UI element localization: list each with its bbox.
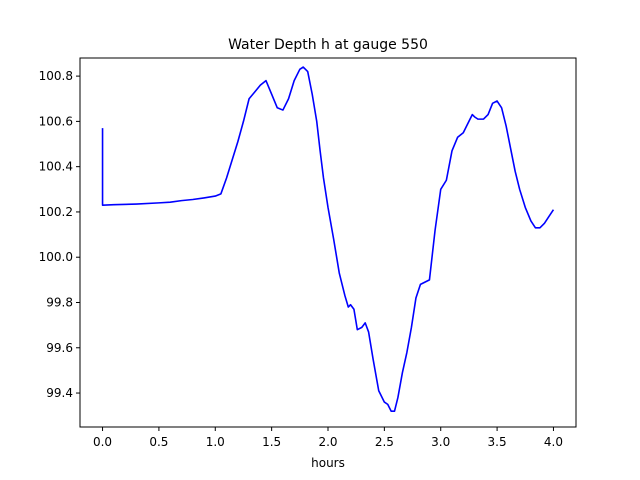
series-line-0 — [101, 66, 555, 412]
x-tick-label: 1.5 — [262, 435, 281, 449]
plot-area — [101, 66, 555, 412]
x-tick-label: 3.0 — [431, 435, 450, 449]
y-tick-label: 99.6 — [46, 341, 73, 355]
y-tick-label: 100.6 — [39, 114, 73, 128]
y-axis: 99.4 99.6 99.8 100.0 100.2 100.4 100.6 100.8 — [39, 69, 80, 400]
x-tick-label: 1.0 — [206, 435, 225, 449]
x-axis: 0.0 0.5 1.0 1.5 2.0 2.5 3.0 3.5 4.0 — [93, 427, 563, 449]
x-tick-label: 0.5 — [149, 435, 168, 449]
chart-title: Water Depth h at gauge 550 — [228, 37, 428, 53]
plot-frame — [79, 57, 577, 428]
y-tick-label: 100.0 — [39, 250, 73, 264]
x-tick-label: 4.0 — [544, 435, 563, 449]
y-tick-label: 100.4 — [39, 160, 73, 174]
x-tick-label: 0.0 — [93, 435, 112, 449]
x-tick-label: 2.5 — [375, 435, 394, 449]
x-tick-label: 2.0 — [318, 435, 337, 449]
y-tick-label: 99.8 — [46, 295, 73, 309]
x-tick-label: 3.5 — [488, 435, 507, 449]
x-axis-label: hours — [311, 456, 345, 470]
y-tick-label: 100.2 — [39, 205, 73, 219]
y-tick-label: 99.4 — [46, 386, 73, 400]
y-tick-label: 100.8 — [39, 69, 73, 83]
